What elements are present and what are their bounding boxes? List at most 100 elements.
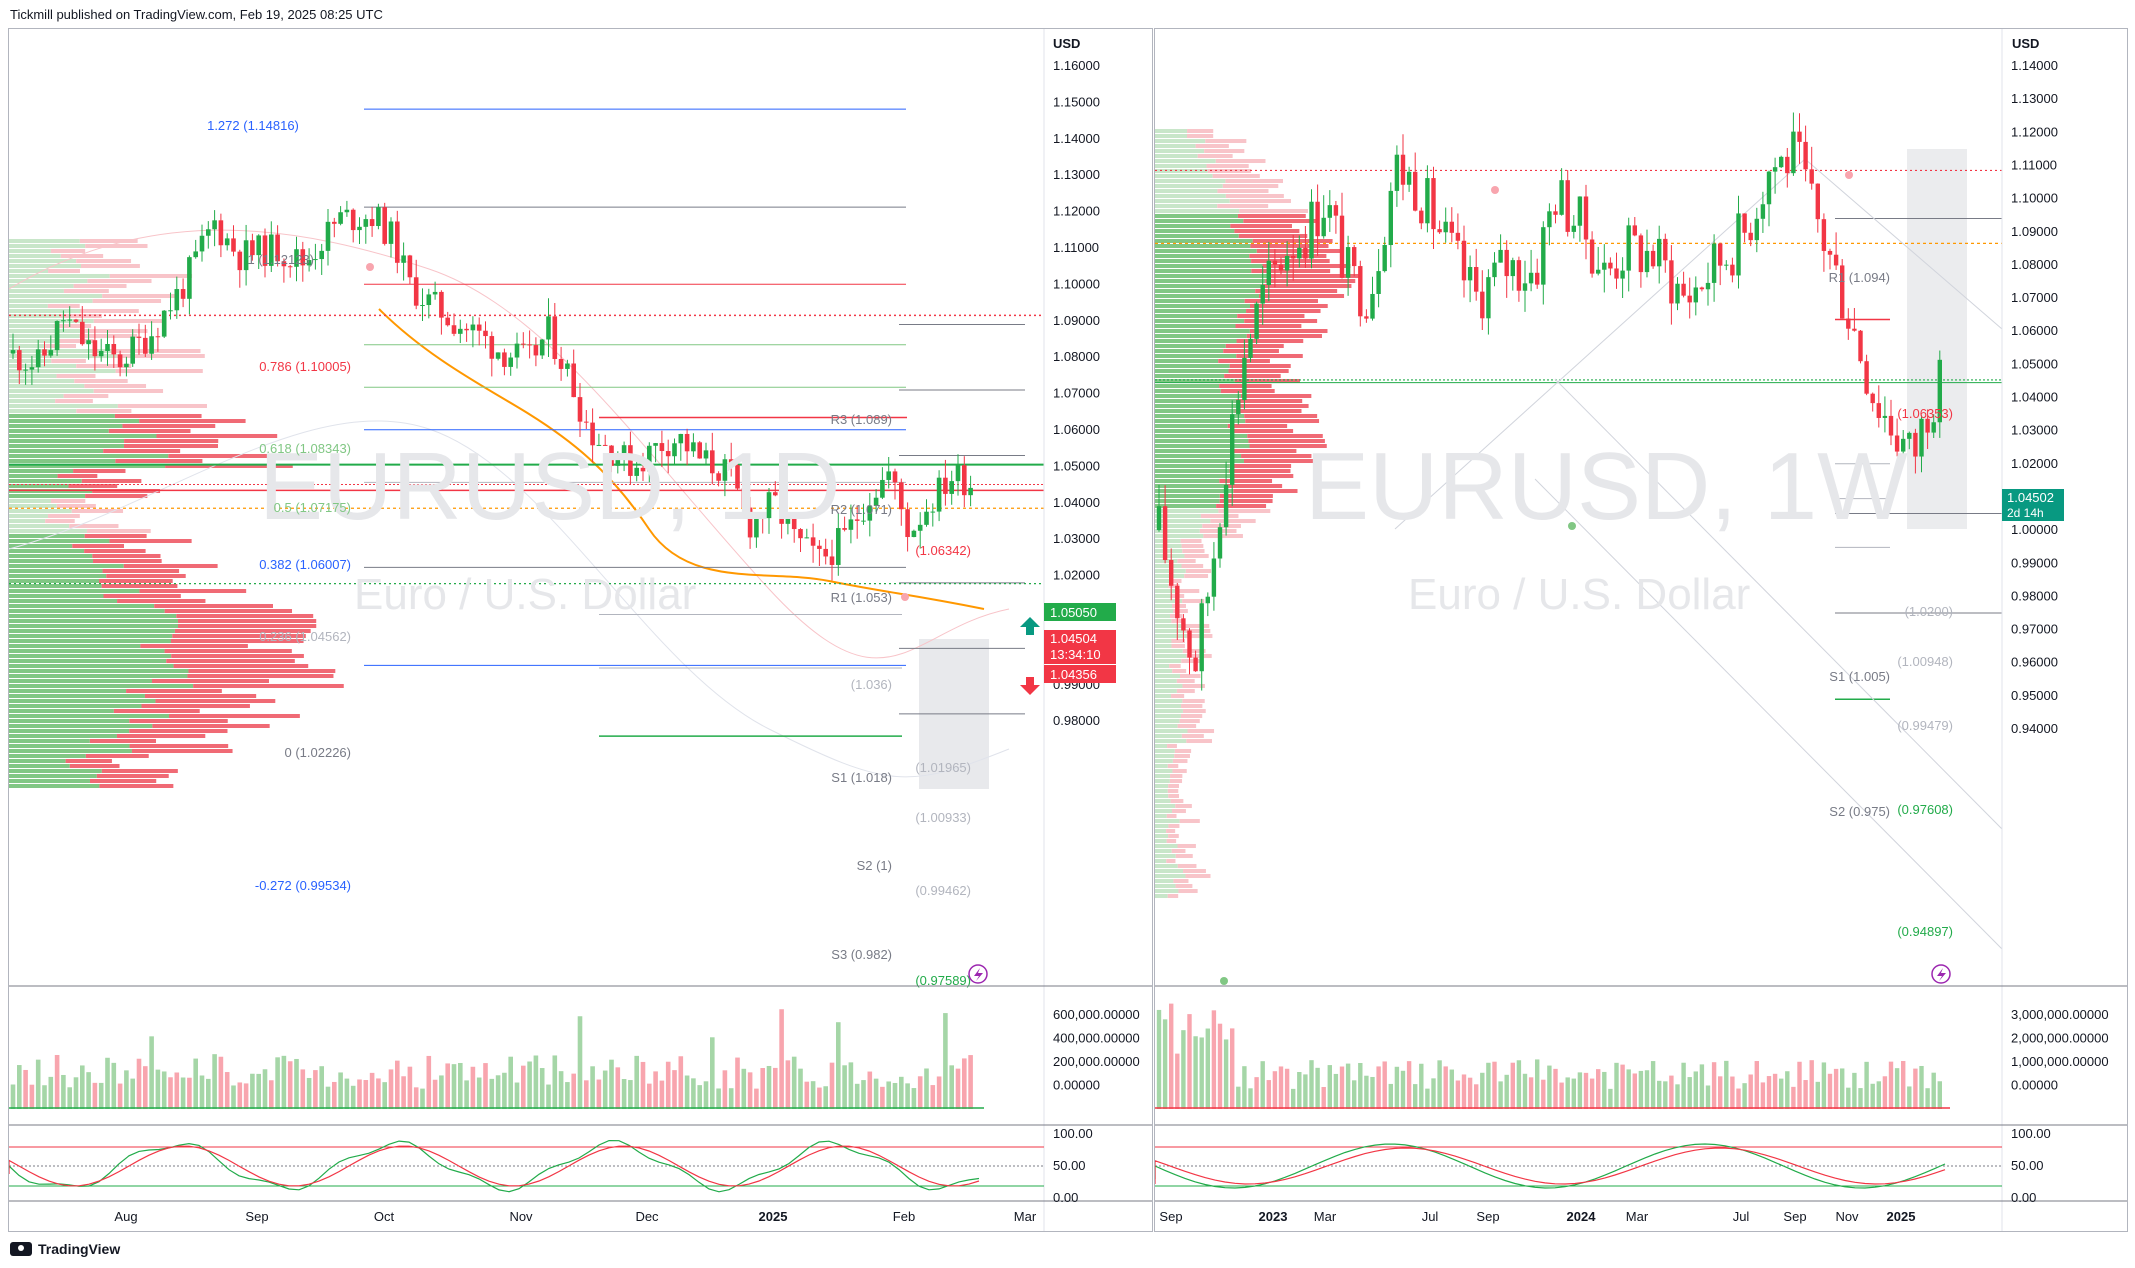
r-vp-down	[1169, 779, 1183, 783]
vp-up	[9, 524, 70, 528]
tradingview-logo[interactable]: TradingView	[10, 1241, 120, 1257]
vp-up	[9, 664, 174, 668]
vp-up	[9, 319, 94, 323]
vp-down	[129, 744, 229, 748]
r-candle-body	[1705, 282, 1711, 290]
candle-body	[281, 261, 287, 267]
r-vp-down	[1234, 229, 1300, 233]
fib-label-0618: 0.618 (1.08343)	[259, 441, 351, 456]
volume-bar	[369, 1072, 375, 1109]
r-vp-up	[1155, 729, 1188, 733]
candle-body	[936, 477, 942, 512]
left-price-axis[interactable]: 1.16000 1.15000 1.14000 1.13000 1.12000 1.110…	[1053, 58, 1100, 728]
volume-bar	[231, 1085, 236, 1109]
r-vp-up	[1155, 834, 1169, 838]
left-chart-panel[interactable]: EURUSD, 1D Euro / U.S. Dollar 1.272 (1.1…	[8, 28, 1153, 1232]
r-candle-body	[1199, 603, 1204, 672]
candle-body	[804, 537, 810, 539]
fib-label-0: 0 (1.02226)	[285, 745, 352, 760]
right-price-tick-16: 0.98000	[2011, 588, 2058, 603]
left-time-axis[interactable]: Aug Sep Oct Nov Dec 2025 Feb Mar	[114, 1209, 1036, 1224]
r-vp-down	[1175, 884, 1193, 888]
r-vp-up	[1155, 759, 1173, 763]
vp-down	[114, 349, 201, 353]
vp-down	[109, 274, 193, 278]
left-oscillator-pane	[9, 1139, 1044, 1193]
left-price-tick-1: 1.15000	[1053, 94, 1100, 109]
left-time-0: Aug	[114, 1209, 137, 1224]
vp-up	[9, 714, 169, 718]
r-vp-down	[1229, 364, 1291, 368]
r-vp-down	[1167, 744, 1177, 748]
left-chart-svg[interactable]: EURUSD, 1D Euro / U.S. Dollar 1.272 (1.1…	[9, 29, 1153, 1232]
volume-bar	[962, 1058, 967, 1109]
vp-down	[76, 259, 132, 263]
volume-bar	[615, 1067, 621, 1109]
right-osc-tick-2: 0.00	[2011, 1190, 2036, 1205]
r-candle-body	[1925, 418, 1930, 433]
candle-body	[350, 209, 356, 231]
vp-up	[9, 549, 85, 553]
volume-bar	[86, 1072, 91, 1109]
r-lightning-icon[interactable]	[1931, 964, 1951, 984]
r-vp-down	[1181, 704, 1203, 708]
right-time-9: Nov	[1835, 1209, 1859, 1224]
right-vol-tick-1: 2,000,000.00000	[2011, 1031, 2109, 1046]
right-chart-svg[interactable]: EURUSD, 1W Euro / U.S. Dollar R1 (1.094)…	[1155, 29, 2128, 1232]
volume-bar	[880, 1086, 885, 1109]
right-chart-panel[interactable]: EURUSD, 1W Euro / U.S. Dollar R1 (1.094)…	[1154, 28, 2128, 1232]
candle-body	[294, 249, 299, 267]
vp-down	[79, 334, 138, 338]
r-volume-bar	[1345, 1063, 1351, 1109]
vp-up	[9, 624, 178, 628]
r-vp-up	[1155, 794, 1169, 798]
r-candle-body	[1754, 218, 1759, 241]
right-time-axis[interactable]: Sep 2023 Mar Jul Sep 2024 Mar Jul Sep Nov 2025	[1159, 1209, 1915, 1224]
r-volume-bar	[1840, 1068, 1845, 1109]
vp-down	[139, 419, 246, 423]
vp-down	[129, 719, 228, 723]
r-vp-up	[1155, 499, 1220, 503]
r-vp-up	[1155, 629, 1186, 633]
right-price-axis[interactable]: 1.14000 1.13000 1.12000 1.11000 1.10000 1.090…	[2011, 58, 2058, 736]
vp-down	[92, 299, 162, 303]
r-vp-down	[1180, 714, 1203, 718]
volume-bar	[420, 1088, 425, 1109]
r-vp-up	[1155, 654, 1187, 658]
volume-bar	[602, 1070, 608, 1109]
r-vp-down	[1186, 739, 1212, 743]
footer-bar: TradingView	[0, 1232, 2135, 1268]
vp-up	[9, 644, 141, 648]
vp-down	[89, 779, 157, 783]
right-time-1: 2023	[1259, 1209, 1288, 1224]
candle-body	[420, 305, 425, 307]
left-candles	[10, 200, 973, 601]
pivot-dot	[901, 593, 909, 601]
candle-body	[149, 336, 154, 354]
vp-down	[57, 474, 98, 478]
volume-bar	[483, 1063, 488, 1109]
r-vp-down	[1182, 699, 1205, 703]
r-volume-bar	[1614, 1062, 1619, 1109]
vp-up	[9, 719, 130, 723]
vp-down	[126, 689, 222, 693]
volume-bar	[29, 1084, 35, 1109]
r-candle-body	[1736, 213, 1741, 276]
r-vp-down	[1229, 199, 1291, 203]
volume-bar	[930, 1085, 936, 1109]
candle-body	[206, 229, 211, 236]
lightning-icon[interactable]	[968, 964, 988, 984]
right-price-tick-1: 1.13000	[2011, 91, 2058, 106]
left-price-tick-4: 1.12000	[1053, 204, 1100, 219]
volume-bar	[949, 1065, 954, 1109]
r-volume-bar	[1724, 1060, 1729, 1109]
r-candle-body	[1187, 630, 1192, 658]
r-volume-bar	[1528, 1077, 1534, 1109]
right-price-tick-9: 1.05000	[2011, 356, 2058, 371]
vp-down	[72, 544, 124, 548]
candle-body	[861, 520, 866, 522]
r-candle-body	[1522, 283, 1528, 291]
lightning-glyph	[974, 968, 983, 981]
candle-body	[773, 492, 778, 496]
pivot-r1: R1 (1.053)	[831, 590, 892, 605]
